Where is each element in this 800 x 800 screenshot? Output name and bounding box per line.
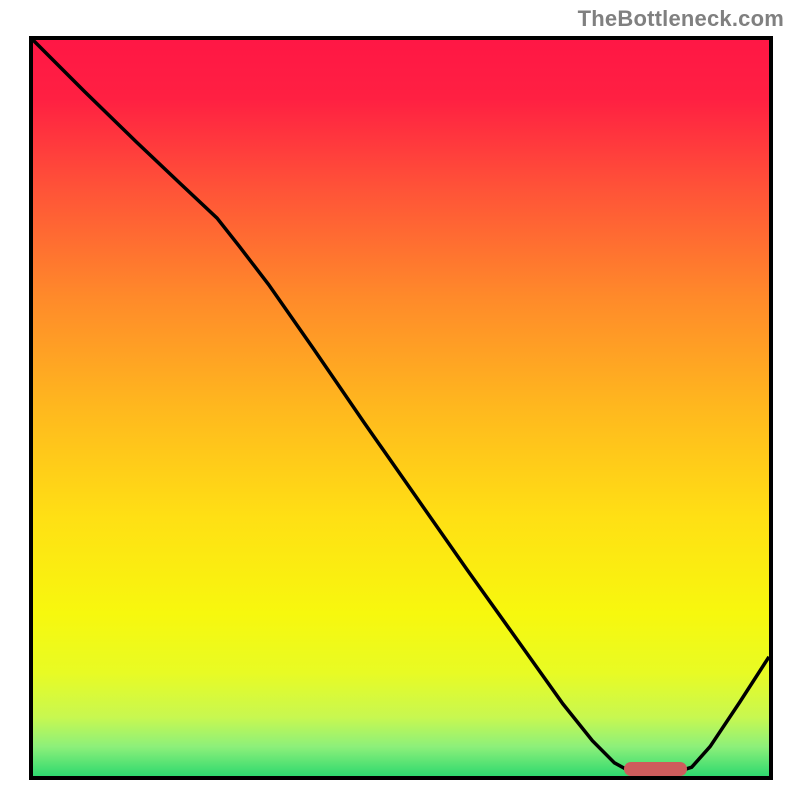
chart-frame: { "meta": { "attribution": "TheBottlenec… — [0, 0, 800, 800]
plot-border — [29, 36, 773, 780]
